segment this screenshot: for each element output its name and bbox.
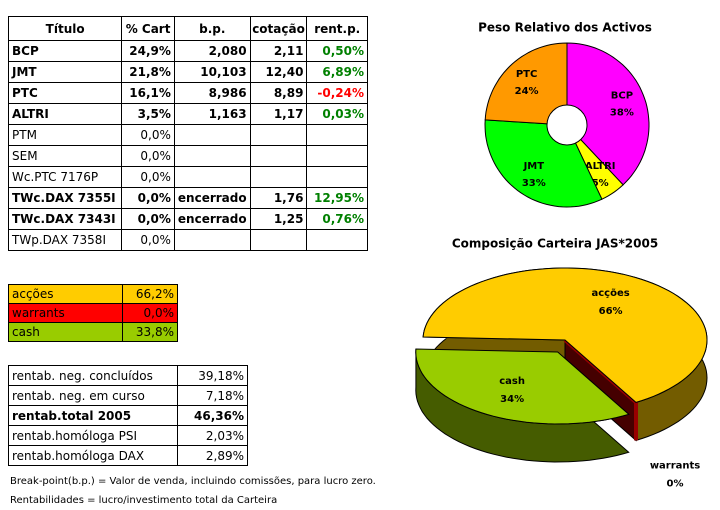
table-row: cash 33,8% <box>7 322 178 342</box>
table-row: PTC 16,1% 8,986 8,89 -0,24% <box>7 82 368 104</box>
slice-value-label: 33% <box>522 178 546 189</box>
table-row: rentab.total 2005 46,36% <box>7 405 248 426</box>
table-cell: 8,89 <box>249 82 308 104</box>
table-cell: TWc.DAX 7355I <box>7 187 123 209</box>
slice-value-label: 34% <box>500 394 524 405</box>
pie-slice <box>566 42 650 186</box>
table-cell: 33,8% <box>122 322 178 342</box>
table-cell: rentab.homóloga DAX <box>7 445 179 466</box>
pie-slice <box>566 124 624 200</box>
table-cell: encerrado <box>173 208 251 230</box>
table-row: rentab.homóloga PSI 2,03% <box>7 425 248 446</box>
table-row: JMT 21,8% 10,103 12,40 6,89% <box>7 61 368 83</box>
slice-label: warrants <box>650 461 700 472</box>
table-cell: 2,89% <box>177 445 248 466</box>
table-row: BCP 24,9% 2,080 2,11 0,50% <box>7 40 368 62</box>
slice-label: BCP <box>611 90 633 101</box>
table-row: warrants 0,0% <box>7 303 178 323</box>
slice-label: JMT <box>523 161 545 172</box>
table-cell: 3,5% <box>121 103 175 125</box>
header-cell: cotação <box>249 16 308 41</box>
note: Rentabilidades = lucro/investimento tota… <box>10 495 278 506</box>
table-cell: TWp.DAX 7358I <box>7 229 123 251</box>
table-cell: encerrado <box>173 187 251 209</box>
table-cell: 0,0% <box>121 229 175 251</box>
slice-value-label: 66% <box>599 306 623 317</box>
table-cell: 1,25 <box>249 208 308 230</box>
table-row: PTM 0,0% <box>7 124 368 146</box>
pie-slice <box>484 42 568 126</box>
slice-label: ALTRI <box>585 161 616 172</box>
allocation-table: acções 66,2% warrants 0,0% cash 33,8% <box>7 284 178 342</box>
table-cell: cash <box>7 322 124 342</box>
table-row: TWc.DAX 7343I 0,0% encerrado 1,25 0,76% <box>7 208 368 230</box>
table-cell: 24,9% <box>121 40 175 62</box>
table-cell: 1,163 <box>173 103 251 125</box>
note: Break-point(b.p.) = Valor de venda, incl… <box>10 476 376 487</box>
table-row: TWp.DAX 7358I 0,0% <box>7 229 368 251</box>
table-cell: 6,89% <box>306 61 368 83</box>
slice-label: PTC <box>516 69 538 80</box>
header-cell: Título <box>7 16 123 41</box>
returns-table: rentab. neg. concluídos 39,18% rentab. neg… <box>7 365 248 466</box>
slice-value-label: 5% <box>592 178 609 189</box>
table-cell <box>306 229 368 251</box>
table-cell: 1,17 <box>249 103 308 125</box>
table-cell: rentab. neg. em curso <box>7 385 179 406</box>
table-cell: rentab.homóloga PSI <box>7 425 179 446</box>
table-cell: 1,76 <box>249 187 308 209</box>
pie-slice <box>415 348 630 425</box>
table-cell: rentab. neg. concluídos <box>7 365 179 386</box>
pie-slice <box>422 267 708 403</box>
table-cell: 39,18% <box>177 365 248 386</box>
table-cell: 0,0% <box>122 303 178 323</box>
slice-label: cash <box>499 376 525 387</box>
header-cell: % Cart <box>121 16 175 41</box>
header-row: Título% Cart b.p. cotação rent.p. <box>7 16 368 41</box>
table-row: SEM 0,0% <box>7 145 368 167</box>
slice-value-label: 38% <box>610 107 634 118</box>
table-cell: 46,36% <box>177 405 248 426</box>
chart-title: Composição Carteira JAS*2005 <box>452 237 658 251</box>
table-cell: ALTRI <box>7 103 123 125</box>
table-row: rentab. neg. em curso 7,18% <box>7 385 248 406</box>
table-cell <box>249 229 308 251</box>
donut-hole <box>546 104 588 146</box>
table-cell: 12,95% <box>306 187 368 209</box>
table-row: Wc.PTC 7176P 0,0% <box>7 166 368 188</box>
holdings-table: Título% Cart b.p. cotação rent.p. BCP 24,9% 2,… <box>7 16 368 251</box>
table-cell: 0,0% <box>121 124 175 146</box>
table-row: rentab.homóloga DAX 2,89% <box>7 445 248 466</box>
table-cell: 0,76% <box>306 208 368 230</box>
slice-value-label: 0% <box>667 479 684 490</box>
table-row: TWc.DAX 7355I 0,0% encerrado 1,76 12,95% <box>7 187 368 209</box>
table-cell: 2,03% <box>177 425 248 446</box>
header-cell: rent.p. <box>306 16 368 41</box>
table-row: rentab. neg. concluídos 39,18% <box>7 365 248 386</box>
slice-label: acções <box>591 288 629 299</box>
chart-title: Peso Relativo dos Activos <box>478 21 652 35</box>
table-cell: PTC <box>7 82 123 104</box>
slice-value-label: 24% <box>515 86 539 97</box>
